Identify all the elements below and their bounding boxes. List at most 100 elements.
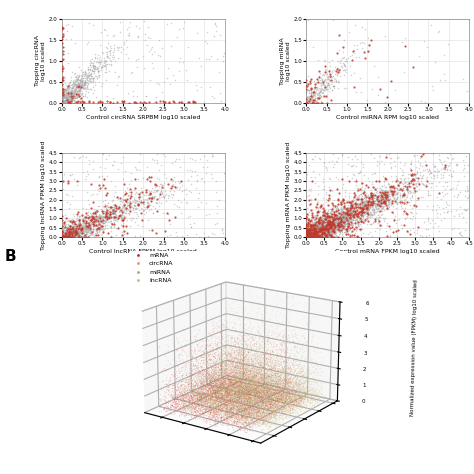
Point [348, 202, 356, 210]
Point [412, 171, 419, 178]
Point [89, 213, 97, 220]
Point [302, 99, 310, 107]
Point [333, 217, 341, 225]
Point [350, 170, 357, 177]
Point [313, 149, 321, 157]
Point [339, 199, 347, 206]
Point [120, 201, 128, 209]
Point [308, 226, 315, 234]
Point [319, 217, 326, 225]
Point [118, 231, 126, 238]
Point [302, 233, 310, 241]
Point [311, 228, 319, 235]
Point [67, 95, 75, 103]
Point [349, 162, 357, 169]
Point [65, 231, 73, 238]
Point [93, 74, 101, 82]
Point [84, 225, 91, 233]
Point [96, 58, 103, 66]
Point [84, 65, 92, 73]
Point [116, 208, 124, 215]
Point [380, 198, 388, 205]
Point [377, 194, 384, 201]
Point [313, 232, 321, 240]
Point [78, 227, 85, 234]
Point [356, 225, 363, 233]
Point [324, 218, 332, 226]
Point [407, 179, 414, 187]
Point [368, 201, 375, 209]
Point [309, 233, 316, 241]
Point [96, 213, 104, 220]
Point [312, 227, 320, 234]
Point [89, 64, 97, 72]
Point [310, 226, 318, 233]
Point [76, 77, 84, 84]
Point [64, 227, 72, 234]
Point [312, 232, 319, 240]
Point [453, 162, 460, 169]
Point [64, 84, 71, 92]
Point [82, 226, 90, 234]
Point [308, 93, 315, 100]
Point [83, 76, 91, 84]
Point [73, 229, 81, 237]
Point [308, 233, 315, 241]
Point [302, 227, 310, 234]
Point [378, 199, 386, 207]
Point [58, 229, 65, 237]
Point [304, 233, 312, 241]
Point [96, 211, 104, 219]
Point [342, 212, 349, 220]
Point [309, 229, 317, 237]
Point [87, 74, 94, 82]
Point [415, 180, 422, 188]
Point [335, 175, 342, 182]
Point [320, 213, 328, 221]
Point [68, 86, 76, 94]
Point [365, 174, 372, 182]
Point [119, 192, 127, 200]
Point [82, 230, 89, 237]
Point [72, 229, 79, 237]
Point [318, 219, 326, 226]
Point [58, 99, 65, 107]
Point [397, 175, 404, 182]
Point [323, 233, 331, 241]
Point [302, 228, 310, 236]
Point [311, 173, 319, 181]
Point [201, 37, 209, 45]
Point [77, 220, 84, 228]
Point [65, 231, 73, 238]
Point [302, 233, 310, 241]
Point [327, 62, 334, 70]
Point [407, 161, 414, 168]
Point [348, 56, 356, 64]
Point [70, 226, 78, 233]
Point [61, 87, 69, 94]
Point [311, 227, 319, 234]
Point [329, 219, 337, 226]
Point [399, 189, 407, 196]
Point [422, 225, 429, 233]
Point [69, 78, 77, 86]
Point [302, 220, 310, 228]
Point [367, 150, 375, 157]
Point [333, 219, 340, 226]
Point [315, 230, 323, 237]
Point [328, 210, 335, 217]
Point [334, 206, 342, 213]
Point [63, 99, 70, 107]
Point [372, 186, 380, 194]
Point [58, 233, 65, 241]
Point [321, 185, 328, 193]
Point [94, 73, 101, 80]
Point [78, 229, 85, 237]
Point [424, 226, 431, 233]
Point [82, 84, 89, 92]
Point [313, 226, 320, 234]
Point [58, 231, 65, 239]
Point [302, 219, 310, 227]
Point [345, 220, 353, 228]
Point [68, 231, 75, 239]
